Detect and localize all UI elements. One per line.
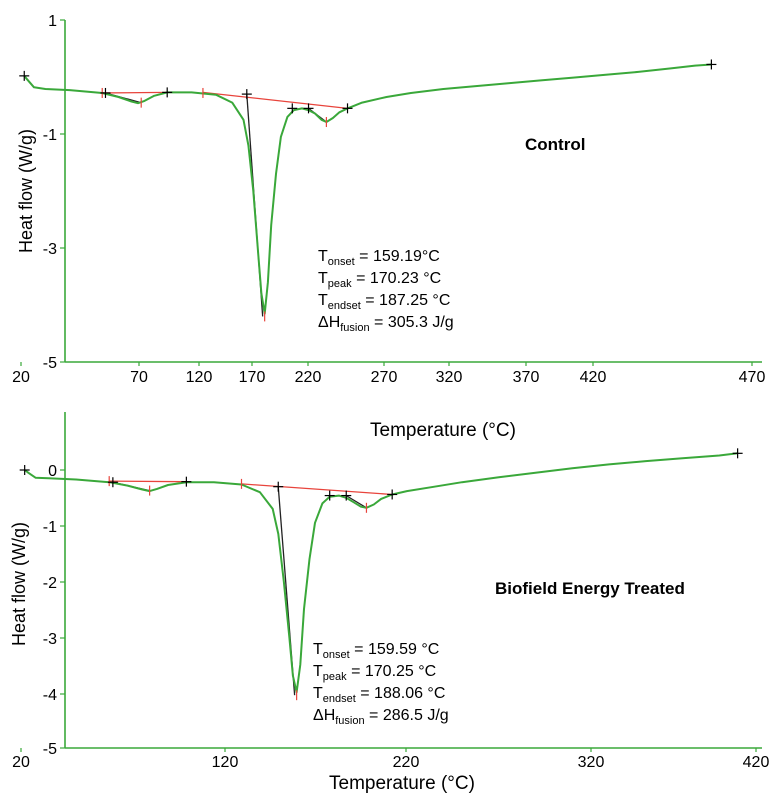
chart-title: Control [525,135,585,154]
y-tick-label: -1 [43,519,57,536]
marker-black [303,103,314,114]
x-tick-label: 420 [580,369,607,386]
y-axis-label: Heat flow (W/g) [9,522,29,646]
marker-black [387,489,398,500]
chart-title: Biofield Energy Treated [495,579,685,598]
thermal-annotation: Tendset = 188.06 °C [313,685,445,705]
baseline-line [241,483,393,496]
thermal-annotation: Tpeak = 170.23 °C [318,270,441,290]
marker-black [162,87,173,98]
baseline-line [102,91,168,94]
thermal-annotation: ΔHfusion = 286.5 J/g [313,707,449,727]
marker-black [107,477,118,488]
x-tick-label: 120 [212,754,239,771]
baseline-line [202,91,348,109]
marker-black [100,87,111,98]
x-tick-label: 220 [295,369,322,386]
marker-black [287,103,298,114]
thermal-annotation: Tendset = 187.25 °C [318,292,450,312]
marker-black [732,448,743,459]
thermal-annotation: Tpeak = 170.25 °C [313,663,436,683]
chart-panel-2: 0 -1 -2 -3 -4 -5 20 120 220 320 420 Temperature (°C… [9,412,769,794]
y-tick-label: -3 [43,631,57,648]
x-tick-label: 220 [393,754,420,771]
marker-black [706,59,717,70]
x-tick-label: 320 [436,369,463,386]
y-tick-label: -1 [43,127,57,144]
x-axis-label: Temperature (°C) [329,773,475,794]
shoulder-segment [345,495,367,509]
marker-black [341,490,352,501]
y-tick-label: -2 [43,575,57,592]
marker-black [181,476,192,487]
x-axis-label: Temperature (°C) [370,420,516,441]
x-tick-label: 370 [513,369,540,386]
thermal-annotation: Tonset = 159.19°C [318,248,440,268]
y-tick-label: -4 [43,687,57,704]
y-tick-label: -3 [43,241,57,258]
y-tick-label: 1 [48,13,57,30]
thermal-annotation: Tonset = 159.59 °C [313,641,439,661]
x-tick-label: 320 [578,754,605,771]
x-tick-label: 270 [371,369,398,386]
marker-black [241,89,252,100]
heat-flow-curve [23,63,712,315]
x-tick-label: 420 [743,754,770,771]
y-tick-label: 0 [48,463,57,480]
x-tick-label: 170 [239,369,266,386]
thermal-annotation: ΔHfusion = 305.3 J/g [318,314,454,334]
baseline-line [109,480,187,483]
x-tick-label: 20 [12,369,30,386]
heat-flow-curve [24,452,738,694]
marker-black [19,70,30,81]
marker-black [273,481,284,492]
chart-panel-1: 1 -1 -3 -5 20 70 120 170 220 270 320 370 420 470 Tempe… [12,13,765,441]
y-tick-label: -5 [43,741,57,758]
y-tick-label: -5 [43,355,57,372]
x-tick-label: 20 [12,754,30,771]
marker-black [324,490,335,501]
marker-black [19,465,30,475]
y-axis-label: Heat flow (W/g) [16,129,36,253]
x-tick-label: 120 [186,369,213,386]
x-tick-label: 470 [739,369,766,386]
x-tick-label: 70 [130,369,148,386]
marker-black [342,103,353,114]
